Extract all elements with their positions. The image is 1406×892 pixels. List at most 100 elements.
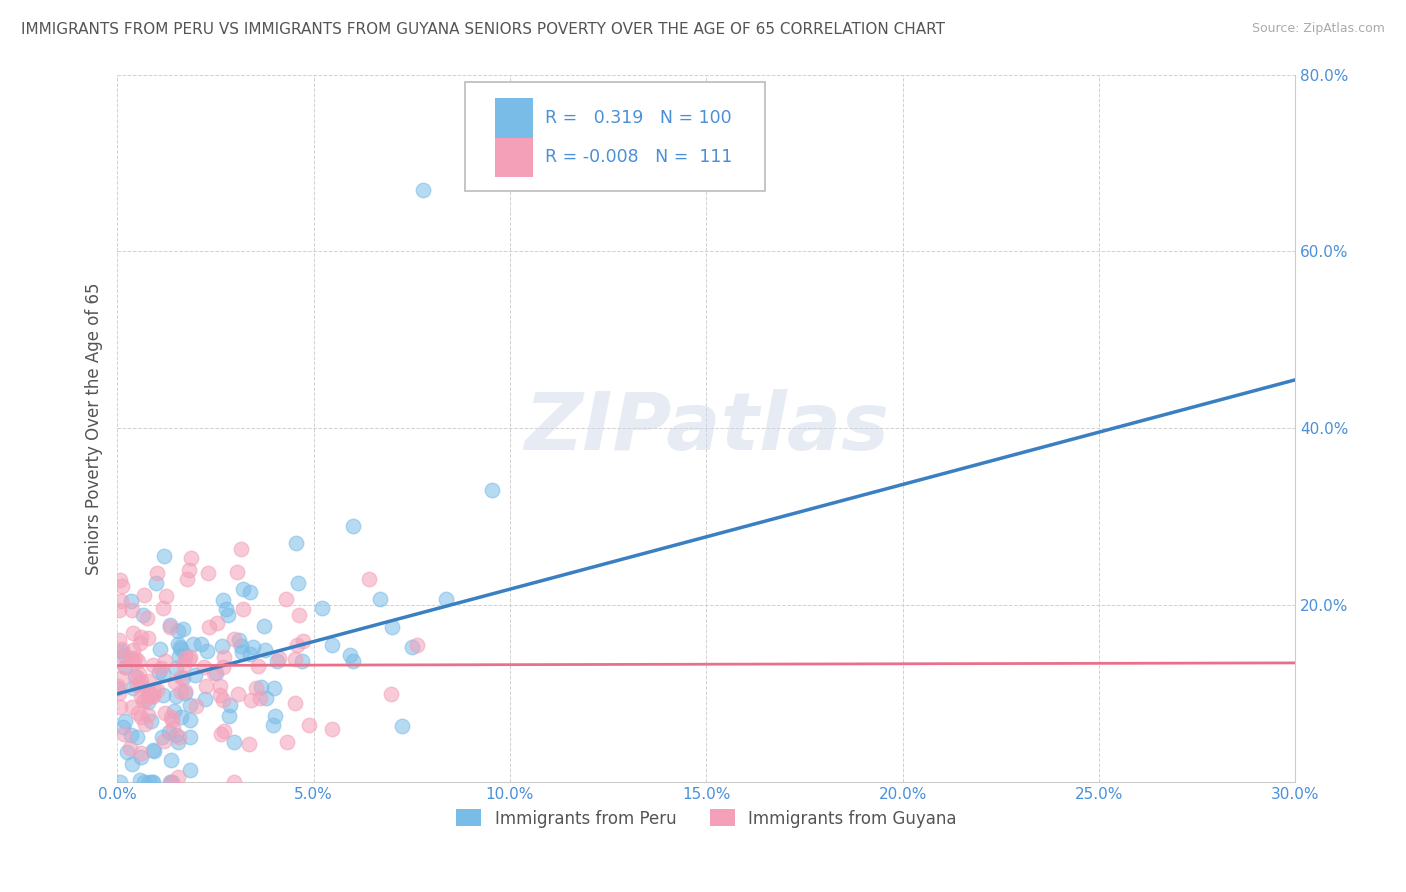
Point <box>174 648 197 662</box>
Point <box>217 608 239 623</box>
Point <box>112 727 135 741</box>
Point <box>342 654 364 668</box>
Point <box>159 710 181 724</box>
Point <box>177 652 200 666</box>
Point <box>266 654 288 668</box>
Point <box>219 698 242 713</box>
Point <box>160 775 183 789</box>
Point <box>127 654 149 668</box>
Point <box>132 607 155 622</box>
Point <box>122 653 145 667</box>
Point <box>107 633 129 648</box>
FancyBboxPatch shape <box>465 81 765 191</box>
Point <box>205 665 228 680</box>
Point <box>160 775 183 789</box>
Point <box>138 673 160 688</box>
Point <box>368 591 391 606</box>
Point <box>105 681 128 696</box>
Point <box>110 643 132 657</box>
Point <box>169 640 191 655</box>
Point <box>167 637 190 651</box>
Point <box>195 679 218 693</box>
Point <box>209 727 232 741</box>
Point <box>232 582 254 596</box>
Point <box>111 671 134 685</box>
Point <box>222 632 245 647</box>
Point <box>252 619 274 633</box>
Point <box>136 707 159 722</box>
Point <box>195 644 218 658</box>
Point <box>412 182 434 196</box>
Point <box>190 637 212 651</box>
Point <box>125 730 148 744</box>
Point <box>166 624 188 639</box>
Point <box>218 708 240 723</box>
Point <box>120 740 142 755</box>
Point <box>132 775 155 789</box>
Point <box>167 770 190 784</box>
Point <box>179 650 201 665</box>
Point <box>142 743 165 757</box>
Point <box>125 670 148 684</box>
Point <box>129 710 152 724</box>
Point <box>136 686 159 700</box>
Point <box>122 643 145 657</box>
Point <box>145 576 167 591</box>
Point <box>149 641 172 656</box>
Point <box>165 661 187 675</box>
Point <box>153 549 176 563</box>
Point <box>173 658 195 673</box>
Point <box>181 637 204 651</box>
Point <box>150 661 173 675</box>
Point <box>179 713 201 727</box>
Point <box>153 734 176 748</box>
Point <box>250 680 273 694</box>
Point <box>124 669 146 683</box>
Point <box>228 632 250 647</box>
Point <box>162 721 184 735</box>
Point <box>136 631 159 645</box>
Point <box>242 640 264 654</box>
Point <box>139 688 162 702</box>
Point <box>120 593 142 607</box>
Point <box>193 659 215 673</box>
Point <box>159 725 181 739</box>
Point <box>128 636 150 650</box>
Point <box>139 714 162 729</box>
Point <box>298 718 321 732</box>
Point <box>321 723 343 737</box>
Point <box>170 709 193 723</box>
Point <box>166 734 188 748</box>
Point <box>401 640 423 655</box>
Point <box>111 578 134 592</box>
Point <box>264 709 287 723</box>
Point <box>205 616 228 631</box>
Point <box>165 728 187 742</box>
Point <box>381 620 404 634</box>
Point <box>263 681 285 696</box>
Point <box>136 695 159 709</box>
Point <box>163 675 186 690</box>
Point <box>159 618 181 632</box>
Point <box>212 649 235 664</box>
Point <box>146 682 169 697</box>
Point <box>159 775 181 789</box>
Point <box>108 603 131 617</box>
Point <box>167 730 190 744</box>
Point <box>284 652 307 666</box>
Point <box>146 566 169 580</box>
Point <box>129 674 152 689</box>
Point <box>215 602 238 616</box>
Point <box>115 745 138 759</box>
Point <box>128 773 150 788</box>
Point <box>129 750 152 764</box>
Point <box>111 720 134 734</box>
Point <box>110 594 132 608</box>
Point <box>291 654 314 668</box>
Point <box>177 563 200 577</box>
Point <box>131 746 153 760</box>
Point <box>141 689 163 703</box>
Text: Source: ZipAtlas.com: Source: ZipAtlas.com <box>1251 22 1385 36</box>
Point <box>128 667 150 681</box>
Point <box>391 719 413 733</box>
